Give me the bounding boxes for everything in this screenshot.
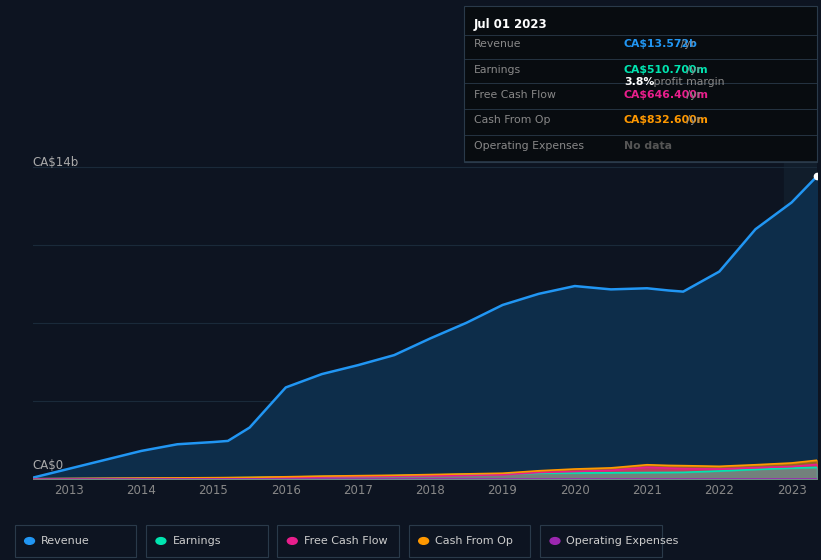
- Text: CA$0: CA$0: [32, 459, 63, 472]
- Text: /yr: /yr: [683, 115, 700, 125]
- Text: profit margin: profit margin: [650, 77, 725, 87]
- Text: CA$832.600m: CA$832.600m: [624, 115, 709, 125]
- Text: CA$510.700m: CA$510.700m: [624, 65, 709, 75]
- Text: No data: No data: [624, 141, 672, 151]
- Text: CA$646.400m: CA$646.400m: [624, 90, 709, 100]
- Bar: [784, 156, 817, 479]
- Text: Operating Expenses: Operating Expenses: [566, 536, 679, 546]
- Text: Free Cash Flow: Free Cash Flow: [474, 90, 556, 100]
- Text: Operating Expenses: Operating Expenses: [474, 141, 584, 151]
- Text: Earnings: Earnings: [172, 536, 221, 546]
- Text: /yr: /yr: [683, 90, 700, 100]
- Text: Revenue: Revenue: [41, 536, 89, 546]
- Text: Cash From Op: Cash From Op: [435, 536, 513, 546]
- Text: Earnings: Earnings: [474, 65, 521, 75]
- Text: CA$13.572b: CA$13.572b: [624, 39, 698, 49]
- Text: CA$14b: CA$14b: [32, 156, 78, 169]
- Text: /yr: /yr: [677, 39, 695, 49]
- Text: 3.8%: 3.8%: [624, 77, 654, 87]
- Text: Cash From Op: Cash From Op: [474, 115, 550, 125]
- Text: /yr: /yr: [683, 65, 700, 75]
- Text: Revenue: Revenue: [474, 39, 521, 49]
- Text: Free Cash Flow: Free Cash Flow: [304, 536, 388, 546]
- Text: Jul 01 2023: Jul 01 2023: [474, 18, 548, 31]
